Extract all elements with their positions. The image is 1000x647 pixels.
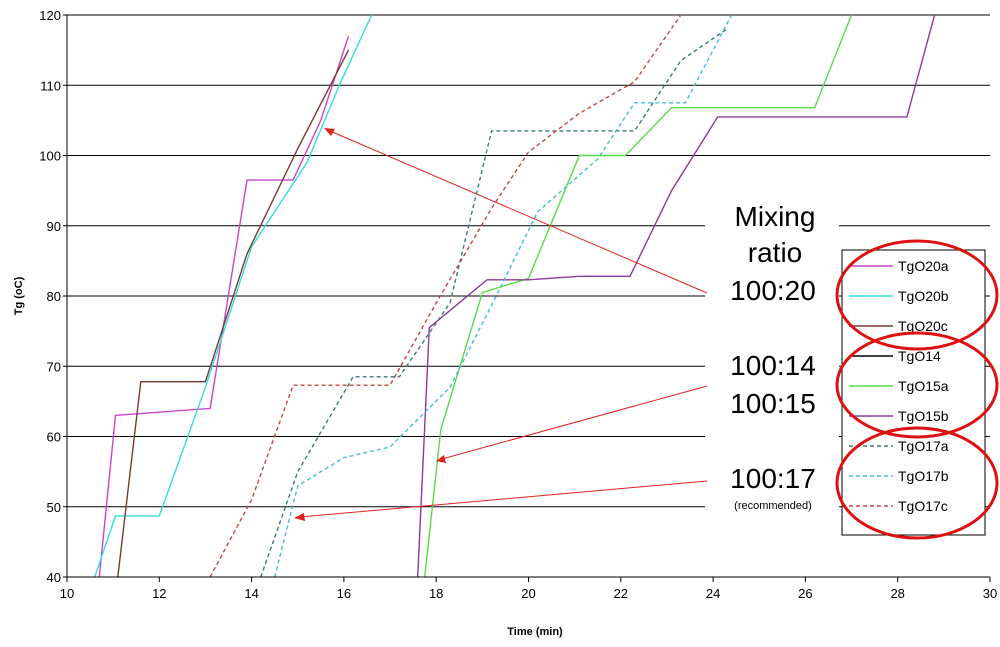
x-tick-label: 18 [429, 586, 443, 601]
legend-group-ellipse-14-15 [835, 331, 999, 439]
legend-box [841, 249, 986, 536]
y-tick-label: 80 [47, 289, 61, 304]
series-line-tgo20a [98, 35, 350, 577]
y-tick-label: 110 [40, 78, 61, 93]
y-tick-label: 40 [47, 570, 61, 585]
ratio-100-14-label: 100:14 [730, 350, 816, 381]
legend-group-ellipse-20 [835, 239, 999, 351]
x-tick-label: 22 [614, 586, 628, 601]
ratio-100-20-label: 100:20 [730, 275, 816, 306]
legend-label-tgo14: TgO14 [898, 348, 941, 364]
y-tick-label: 70 [47, 359, 61, 374]
arrow-100-17 [299, 480, 708, 518]
y-tick-label: 60 [47, 430, 61, 445]
series-line-tgo15b [417, 15, 936, 577]
legend-label-tgo17b: TgO17b [898, 468, 949, 484]
series-line-tgo20b [94, 15, 373, 577]
annotation-background [705, 192, 839, 522]
series-line-tgo17a [260, 28, 728, 577]
x-tick-label: 26 [798, 586, 812, 601]
x-tick-label: 24 [706, 586, 720, 601]
legend-label-tgo15b: TgO15b [898, 408, 949, 424]
mixing-ratio-label-line1: Mixing [735, 201, 816, 232]
series-line-tgo17c [209, 15, 682, 577]
grid-lines [67, 14, 990, 578]
series-line-tgo17b [274, 15, 733, 577]
x-tick-label: 12 [152, 586, 166, 601]
legend-label-tgo20a: TgO20a [898, 258, 949, 274]
legend: TgO20a TgO20b TgO20c TgO14 TgO15a TgO15b TgO17… [841, 249, 986, 536]
arrowhead-100-17 [294, 513, 305, 521]
x-tick-label: 10 [60, 586, 74, 601]
legend-items: TgO20a TgO20b TgO20c TgO14 TgO15a TgO15b TgO17… [849, 258, 949, 514]
annotations: Mixing ratio 100:20 100:14 100:15 100:17… [294, 128, 999, 540]
series-line-tgo20c [117, 49, 350, 577]
arrow-100-20 [329, 130, 708, 294]
recommended-note: (recommended) [734, 500, 812, 512]
arrow-100-14 [441, 385, 708, 460]
mixing-ratio-label-line2: ratio [748, 237, 802, 268]
y-tick-label: 120 [39, 8, 61, 23]
legend-label-tgo17a: TgO17a [898, 438, 949, 454]
legend-label-tgo15a: TgO15a [898, 378, 949, 394]
x-tick-label: 20 [521, 586, 535, 601]
series-lines [94, 15, 936, 577]
y-tick-label: 50 [47, 500, 61, 515]
x-tick-label: 30 [983, 586, 997, 601]
x-tick-label: 28 [890, 586, 904, 601]
arrowhead-100-20 [324, 128, 335, 136]
series-line-tgo15a [424, 15, 853, 577]
ratio-100-15-label: 100:15 [730, 388, 816, 419]
x-tick-label: 14 [244, 586, 258, 601]
x-axis-title: Time (min) [507, 626, 563, 638]
legend-label-tgo20b: TgO20b [898, 288, 949, 304]
y-tick-label: 100 [39, 149, 61, 164]
y-axis-title: Tg (oC) [13, 276, 25, 315]
legend-label-tgo17c: TgO17c [898, 498, 948, 514]
legend-group-ellipse-17 [835, 426, 999, 540]
axes: 40 50 60 70 80 90 100 110 120 10 12 14 16 18 20 22 24 26 2… [39, 8, 997, 601]
y-tick-label: 90 [47, 219, 61, 234]
arrowhead-100-14 [436, 455, 446, 463]
ratio-100-17-label: 100:17 [730, 463, 816, 494]
legend-label-tgo20c: TgO20c [898, 318, 948, 334]
x-tick-label: 16 [337, 586, 351, 601]
